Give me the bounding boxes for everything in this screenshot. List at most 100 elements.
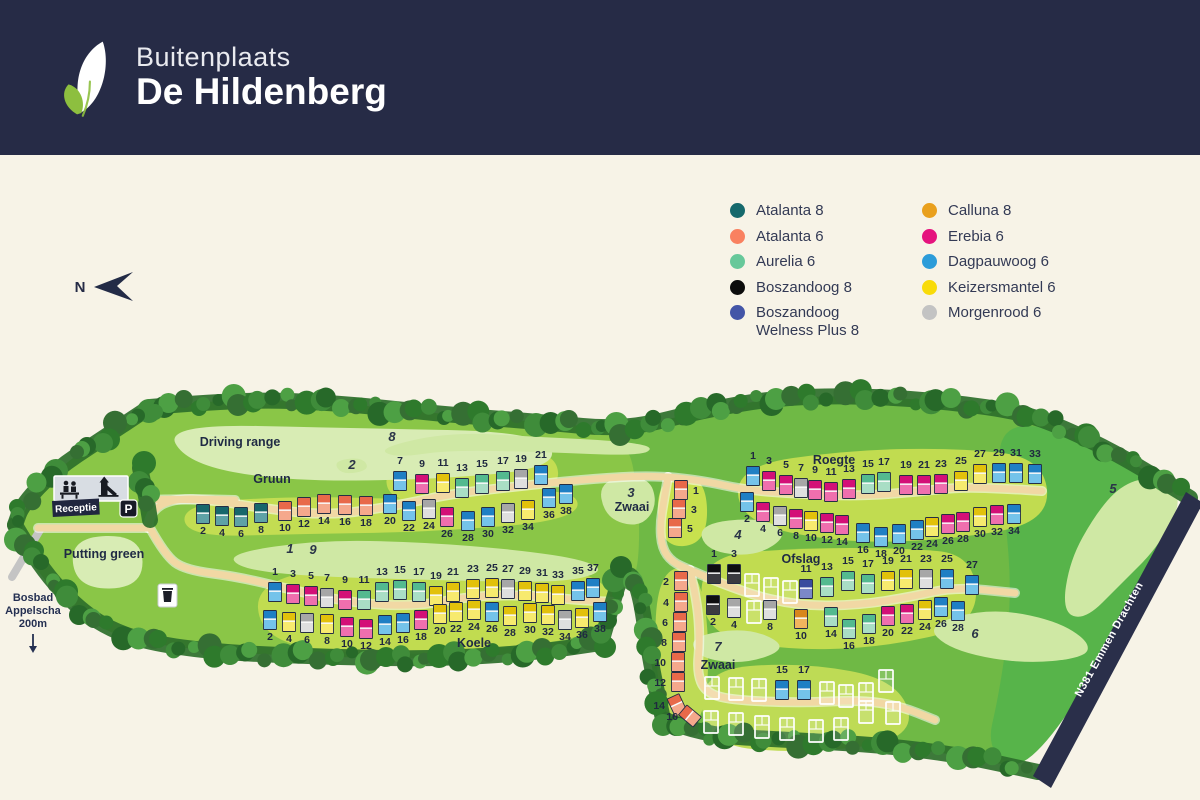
lot-marker [300, 613, 314, 633]
lot-marker [429, 586, 443, 606]
lot-marker [436, 473, 450, 493]
lot-number: 2 [663, 576, 669, 588]
lot-number: 2 [744, 513, 750, 525]
lot-marker [973, 464, 987, 484]
lot-number: 17 [862, 558, 874, 570]
lot-number: 30 [974, 528, 986, 540]
golf-hole-number: 5 [1109, 481, 1117, 496]
legend-dot-icon [730, 254, 745, 269]
lot-number: 7 [397, 455, 403, 467]
legend-item-dp: Dagpauwoog 6 [922, 253, 1056, 271]
lot-marker [396, 613, 410, 633]
lot-number: 13 [376, 566, 388, 578]
lot-number: 14 [379, 636, 391, 648]
lot-marker [320, 614, 334, 634]
golf-hole-number: 3 [627, 485, 635, 500]
lot-number: 26 [441, 528, 453, 540]
lot-marker [744, 573, 760, 597]
lot-marker [900, 604, 914, 624]
accommodation-legend: Atalanta 8 Atalanta 6 Aurelia 6 Boszandoog … [730, 202, 1056, 347]
lot-number: 12 [360, 640, 372, 652]
golf-hole-number: 1 [286, 541, 293, 556]
lot-marker [503, 606, 517, 626]
lot-number: 1 [711, 548, 717, 560]
lot-number: 16 [339, 516, 351, 528]
lot-number: 27 [966, 559, 978, 571]
lot-number: 17 [798, 664, 810, 676]
lot-marker [674, 571, 688, 591]
lot-number: 15 [394, 564, 406, 576]
lot-marker [740, 492, 754, 512]
lot-number: 24 [423, 520, 435, 532]
lot-number: 34 [522, 521, 534, 533]
lot-marker [672, 632, 686, 652]
lot-marker [756, 502, 770, 522]
lot-marker [674, 480, 688, 500]
lot-number: 18 [415, 631, 427, 643]
legend-label: Atalanta 8 [756, 202, 824, 219]
lot-number: 5 [308, 570, 314, 582]
legend-label: Calluna 8 [948, 202, 1012, 219]
lot-number: 28 [504, 627, 516, 639]
lot-marker [461, 511, 475, 531]
tree-border [4, 379, 1198, 780]
lot-marker [899, 475, 913, 495]
lot-marker [819, 681, 835, 705]
lot-number: 33 [552, 569, 564, 581]
compass-n-label: N [75, 279, 86, 296]
lot-marker [542, 488, 556, 508]
legend-dot-icon [730, 228, 745, 244]
lot-marker [501, 503, 515, 523]
bosbad-label: Bosbad [13, 592, 53, 604]
lot-marker [808, 480, 822, 500]
legend-item-a6: Atalanta 6 [730, 228, 898, 246]
waste-bin-icon [157, 583, 178, 608]
lot-number: 22 [403, 522, 415, 534]
golf-hole-number: 7 [714, 639, 722, 654]
legend-dot-icon [730, 279, 745, 295]
lot-marker [751, 678, 767, 702]
lot-marker [746, 466, 760, 486]
lot-number: 10 [805, 532, 817, 544]
area-label: Zwaai [615, 500, 650, 514]
lot-number: 24 [926, 538, 938, 550]
lot-number: 20 [893, 545, 905, 557]
lot-marker [340, 617, 354, 637]
lot-marker [415, 474, 429, 494]
lot-marker [804, 511, 818, 531]
lot-number: 16 [666, 711, 678, 723]
legend-label: Boszandoog Welness Plus 8 [756, 304, 860, 339]
lot-number: 8 [767, 621, 773, 633]
lot-marker [779, 717, 795, 741]
lot-marker [919, 569, 933, 589]
lot-number: 16 [857, 544, 869, 556]
lot-marker [824, 482, 838, 502]
parking-sign: P [119, 499, 138, 518]
lot-marker [794, 478, 808, 498]
svg-text:P: P [124, 502, 132, 516]
lot-marker [1009, 463, 1023, 483]
lot-number: 36 [543, 509, 555, 521]
lot-marker [899, 569, 913, 589]
legend-column-2: Calluna 8 Erebia 6 Dagpauwoog 6 Keizersmant… [922, 202, 1056, 347]
lot-number: 29 [993, 447, 1005, 459]
lot-marker [728, 677, 744, 701]
lot-marker [668, 518, 682, 538]
lot-number: 20 [882, 627, 894, 639]
lot-marker [1028, 464, 1042, 484]
area-label: Driving range [200, 435, 281, 449]
lot-number: 26 [942, 535, 954, 547]
legend-item-a8: Atalanta 8 [730, 202, 898, 220]
lot-marker [393, 580, 407, 600]
brand-text: Buitenplaats De Hildenberg [136, 42, 387, 112]
legend-dot-icon [922, 254, 937, 269]
lot-marker [917, 475, 931, 495]
lot-marker [956, 512, 970, 532]
lot-marker [881, 606, 895, 626]
lot-number: 19 [515, 453, 527, 465]
lot-marker [763, 577, 779, 601]
lot-number: 17 [878, 456, 890, 468]
legend-label: Erebia 6 [948, 227, 1004, 245]
lot-number: 37 [587, 562, 599, 574]
